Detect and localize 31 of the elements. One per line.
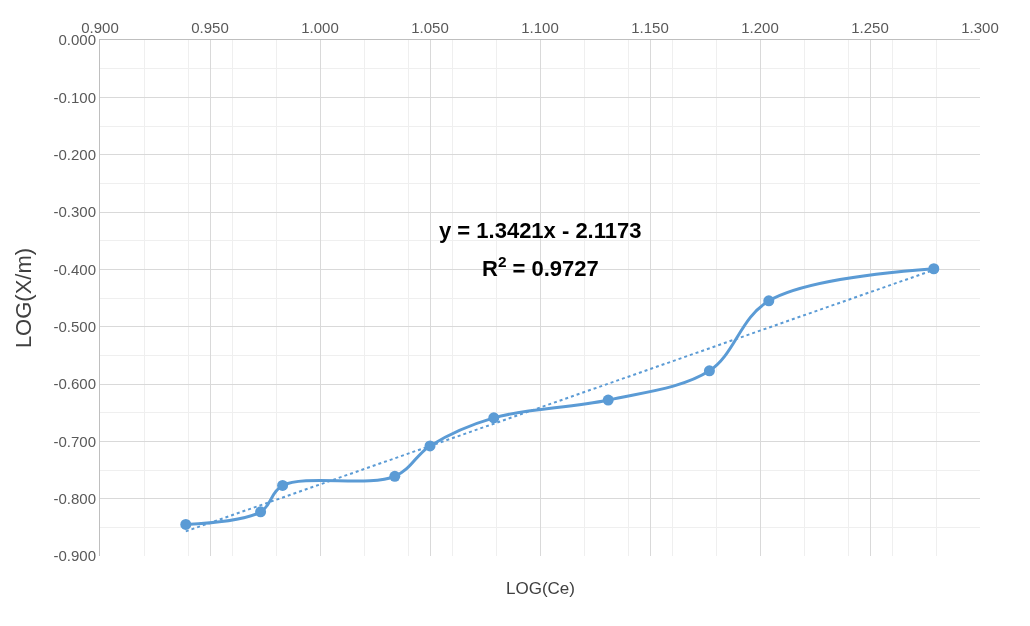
y-tick-label: -0.600 (53, 375, 96, 393)
point (763, 295, 775, 307)
x-tick-label: 1.150 (631, 19, 669, 36)
x-tick-label: 1.100 (521, 19, 559, 36)
annotation: y = 1.3421x - 2.1173 (439, 218, 642, 243)
y-tick-label: -0.500 (53, 317, 96, 335)
y-tick-label: -0.900 (53, 547, 96, 565)
point (928, 263, 940, 275)
x-tick-label: 0.950 (191, 19, 229, 36)
point (277, 479, 289, 491)
point (488, 412, 500, 424)
x-tick-label: 1.050 (411, 19, 449, 36)
annotation: R$^{2}$ = 0.9727 (482, 253, 599, 282)
y-tick-label: -0.100 (53, 88, 96, 106)
x-tick-label: 1.200 (741, 19, 779, 36)
point (389, 470, 401, 482)
x-tick-label: 0.900 (81, 19, 119, 36)
x-axis-title: LOG(Ce) (506, 579, 575, 598)
x-tick-label: 1.250 (851, 19, 889, 36)
point (255, 506, 267, 518)
point (180, 518, 192, 530)
y-tick-label: -0.800 (53, 489, 96, 507)
point (703, 365, 715, 377)
x-tick-label: 1.300 (961, 19, 999, 36)
y-tick-label: -0.400 (53, 260, 96, 278)
y-axis-title: LOG(X/m) (11, 247, 37, 349)
x-tick-label: 1.000 (301, 19, 339, 36)
y-tick-label: -0.300 (53, 203, 96, 221)
y-tick-label: -0.200 (53, 145, 96, 163)
y-tick-label: -0.700 (53, 432, 96, 450)
point (602, 394, 614, 406)
